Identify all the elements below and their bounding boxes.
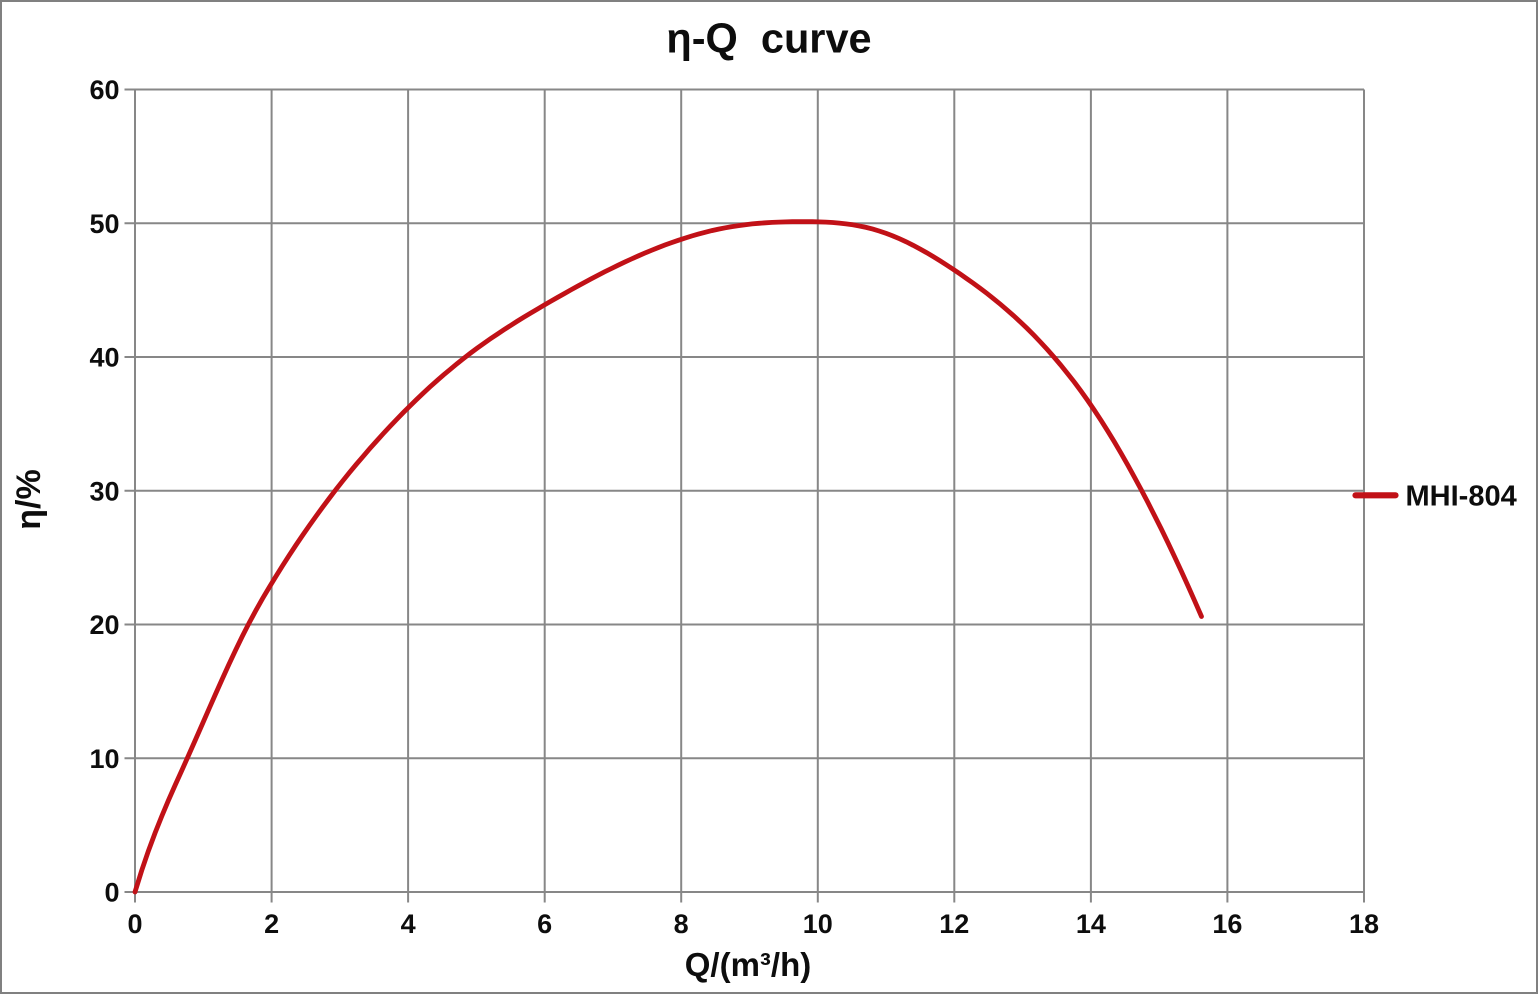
svg-text:Q/(m³/h): Q/(m³/h): [685, 946, 811, 983]
svg-text:2: 2: [264, 909, 279, 939]
svg-text:40: 40: [89, 343, 119, 373]
svg-text:η-Q curve: η-Q curve: [666, 14, 871, 61]
svg-text:η/%: η/%: [10, 469, 48, 529]
svg-text:60: 60: [89, 75, 119, 105]
svg-text:50: 50: [89, 209, 119, 239]
svg-text:MHI-804: MHI-804: [1406, 480, 1517, 512]
svg-text:20: 20: [89, 610, 119, 640]
svg-text:14: 14: [1076, 909, 1106, 939]
svg-text:10: 10: [89, 744, 119, 774]
svg-text:8: 8: [674, 909, 689, 939]
svg-text:12: 12: [939, 909, 969, 939]
svg-text:4: 4: [401, 909, 416, 939]
svg-text:6: 6: [537, 909, 552, 939]
svg-text:16: 16: [1212, 909, 1242, 939]
svg-text:10: 10: [803, 909, 833, 939]
svg-text:18: 18: [1349, 909, 1379, 939]
svg-text:30: 30: [89, 476, 119, 506]
svg-text:0: 0: [127, 909, 142, 939]
svg-text:0: 0: [104, 878, 119, 908]
